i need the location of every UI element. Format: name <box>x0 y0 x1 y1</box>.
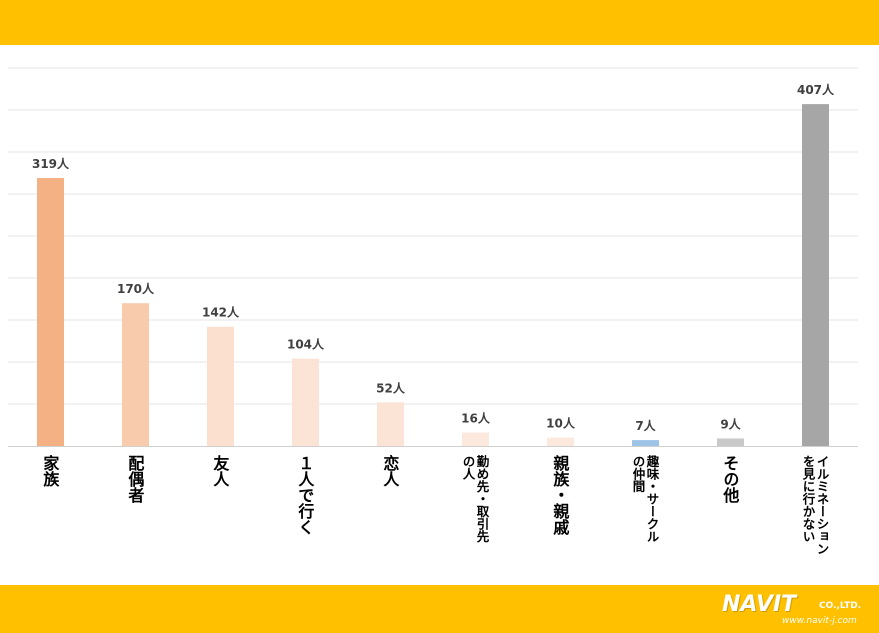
data-label: 104人 <box>287 337 325 352</box>
bar <box>292 358 319 446</box>
bar <box>377 402 404 446</box>
logo-wordmark: NAVIT <box>722 592 797 617</box>
category-label: 家族 <box>40 455 60 487</box>
bar <box>122 303 149 446</box>
category-label: 趣味・サークル の仲間 <box>630 455 660 543</box>
top-banner <box>0 0 879 45</box>
bar <box>547 437 574 446</box>
logo-url: www.navit-j.com <box>782 616 857 626</box>
logo-company-suffix: CO.,LTD. <box>819 601 862 611</box>
data-label: 16人 <box>461 411 491 426</box>
bar <box>632 440 659 446</box>
bar-chart: 319人 170人 142人 104人 52人 16人 10人 7人 9人 407人 <box>8 67 858 447</box>
data-label: 170人 <box>117 281 155 296</box>
data-label: 52人 <box>376 380 406 395</box>
category-label: 友人 <box>210 455 230 487</box>
bar <box>207 326 234 446</box>
category-label: 勤め先・取引先 の人 <box>460 455 490 543</box>
company-logo: NAVIT CO.,LTD. www.navit-j.com <box>722 592 872 628</box>
bottom-banner <box>0 585 879 633</box>
category-label: その他 <box>720 455 740 503</box>
bar <box>717 438 744 446</box>
data-label: 9人 <box>720 416 741 431</box>
data-label: 7人 <box>635 418 656 433</box>
bar <box>462 432 489 446</box>
category-label: 恋人 <box>380 455 400 487</box>
bar <box>37 178 64 447</box>
category-label: 親族・親戚 <box>550 455 570 535</box>
data-label: 407人 <box>797 82 835 97</box>
category-label: イルミネーション を見に行かない <box>800 455 830 555</box>
data-label: 10人 <box>546 416 576 431</box>
data-label: 319人 <box>32 156 70 171</box>
bar <box>802 104 829 446</box>
category-label: 配偶者 <box>125 455 145 503</box>
data-label: 142人 <box>202 305 240 320</box>
category-label: １人で行く <box>295 455 315 535</box>
